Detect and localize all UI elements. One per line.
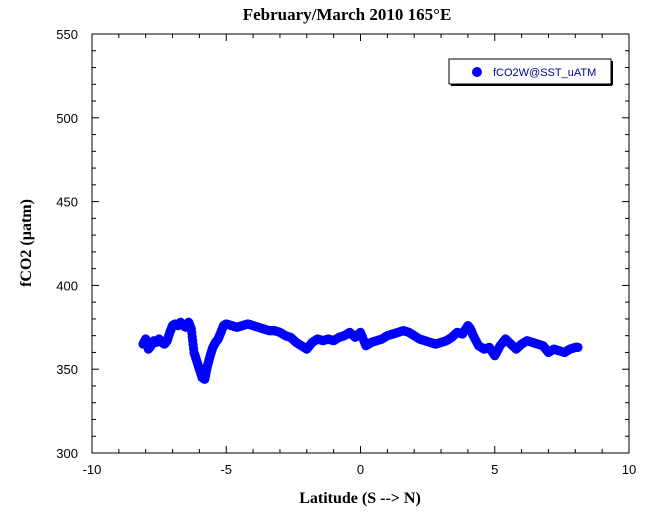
y-tick-label: 350 xyxy=(56,362,78,377)
chart-title: February/March 2010 165°E xyxy=(243,5,452,24)
y-tick-label: 450 xyxy=(56,195,78,210)
y-tick-label: 300 xyxy=(56,446,78,461)
x-tick-label: 10 xyxy=(622,462,636,477)
axis-ticks: -10 -5 0 5 10 300 350 400 450 500 550 xyxy=(56,27,636,477)
y-tick-label: 550 xyxy=(56,27,78,42)
x-tick-label: 5 xyxy=(491,462,498,477)
legend: fCO2W@SST_uATM xyxy=(448,58,613,86)
legend-label: fCO2W@SST_uATM xyxy=(493,67,596,79)
x-tick-label: 0 xyxy=(357,462,364,477)
legend-marker xyxy=(472,67,482,77)
data-point xyxy=(573,342,583,353)
x-tick-label: -10 xyxy=(83,462,102,477)
y-axis-label: fCO2 (µatm) xyxy=(18,199,35,287)
x-axis-label: Latitude (S --> N) xyxy=(299,490,421,507)
y-tick-label: 500 xyxy=(56,111,78,126)
data-points xyxy=(138,317,583,384)
x-tick-label: -5 xyxy=(220,462,232,477)
y-tick-label: 400 xyxy=(56,278,78,293)
